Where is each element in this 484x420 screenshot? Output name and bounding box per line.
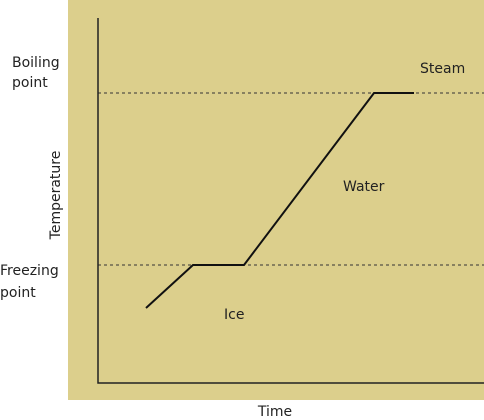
level-label: point bbox=[12, 75, 48, 91]
panel bbox=[68, 0, 484, 400]
x-axis-label: Time bbox=[257, 404, 292, 420]
phase-label: Steam bbox=[420, 61, 465, 77]
heating-curve bbox=[145, 92, 414, 309]
y-axis-label: Temperature bbox=[48, 151, 64, 241]
level-label: Freezing bbox=[0, 263, 59, 279]
phase-label: Water bbox=[343, 179, 385, 195]
phase-label: Ice bbox=[224, 307, 244, 323]
axes bbox=[97, 18, 484, 384]
level-label: Boiling bbox=[12, 55, 60, 71]
level-label: point bbox=[0, 285, 36, 301]
